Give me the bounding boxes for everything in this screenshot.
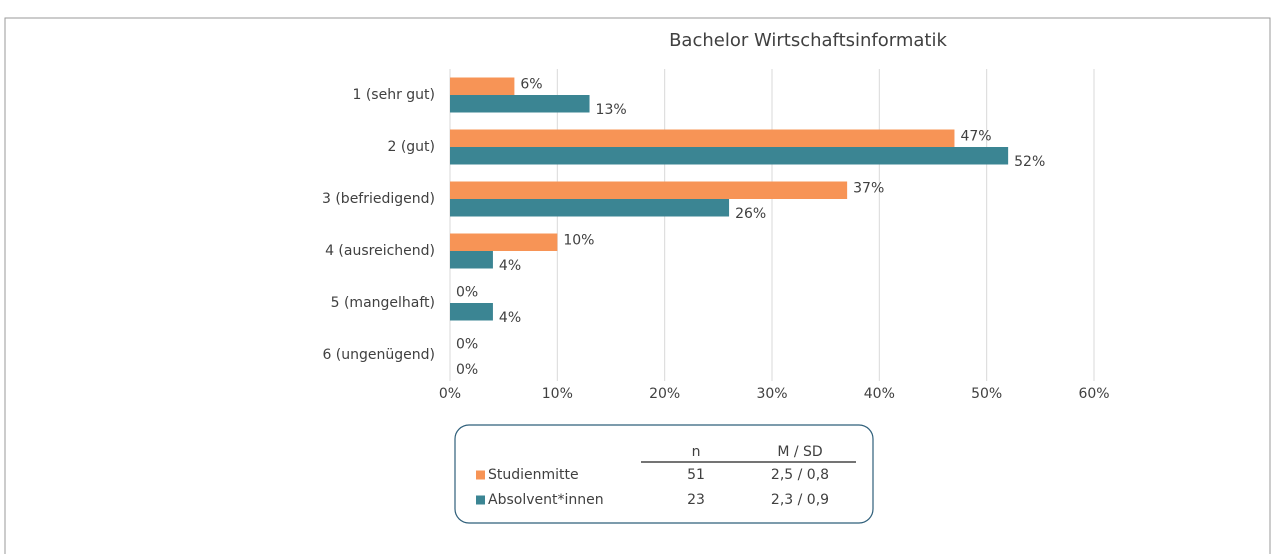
table-header: M / SD [777, 444, 822, 460]
chart-title: Bachelor Wirtschaftsinformatik [669, 30, 947, 51]
value-label: 26% [735, 206, 766, 222]
y-tick-label: 3 (befriedigend) [322, 191, 435, 207]
x-tick-label: 50% [971, 386, 1002, 402]
bar [450, 251, 493, 269]
legend-swatch [476, 470, 485, 480]
table-header: n [692, 444, 701, 460]
bar [450, 77, 515, 95]
table-cell: 2,3 / 0,9 [771, 492, 829, 508]
bar [450, 199, 730, 217]
bar [450, 129, 955, 147]
bar [450, 233, 558, 251]
value-label: 52% [1014, 154, 1045, 170]
legend-box [454, 424, 874, 524]
table-cell: 51 [687, 467, 705, 483]
x-tick-label: 60% [1078, 386, 1109, 402]
y-tick-label: 2 (gut) [387, 139, 435, 155]
legend-label: Absolvent*innen [488, 492, 604, 508]
value-label: 47% [960, 128, 991, 144]
x-tick-label: 10% [542, 386, 573, 402]
frame [4, 17, 1271, 554]
bar [450, 181, 848, 199]
legend-label: Studienmitte [488, 467, 579, 483]
x-tick-label: 30% [756, 386, 787, 402]
table-cell: 2,5 / 0,8 [771, 467, 829, 483]
y-tick-label: 1 (sehr gut) [352, 87, 435, 103]
bar [450, 147, 1009, 165]
y-tick-label: 5 (mangelhaft) [331, 295, 435, 311]
value-label: 0% [456, 284, 478, 300]
bar [450, 303, 493, 321]
value-label: 6% [520, 76, 542, 92]
y-tick-label: 6 (ungenügend) [322, 347, 435, 363]
x-tick-label: 0% [439, 386, 461, 402]
value-label: 10% [563, 232, 594, 248]
value-label: 4% [499, 258, 521, 274]
x-tick-label: 20% [649, 386, 680, 402]
value-label: 4% [499, 310, 521, 326]
value-label: 0% [456, 362, 478, 378]
value-label: 37% [853, 180, 884, 196]
bar [450, 95, 590, 113]
value-label: 0% [456, 336, 478, 352]
value-label: 13% [596, 102, 627, 118]
table-cell: 23 [687, 492, 705, 508]
y-tick-label: 4 (ausreichend) [325, 243, 435, 259]
x-tick-label: 40% [864, 386, 895, 402]
legend-swatch [476, 495, 485, 505]
